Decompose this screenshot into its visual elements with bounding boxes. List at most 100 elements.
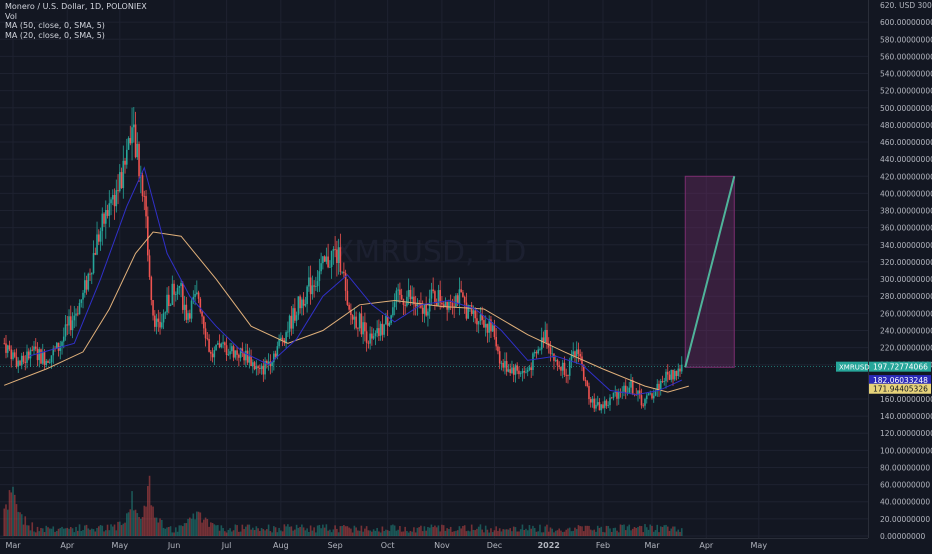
candle-body bbox=[276, 346, 279, 357]
candle-body bbox=[169, 304, 172, 306]
candle-body bbox=[323, 256, 326, 262]
candle-body bbox=[502, 362, 504, 368]
candle-body bbox=[134, 124, 137, 158]
volume-bar bbox=[610, 531, 613, 536]
candle-body bbox=[339, 247, 342, 272]
volume-bar bbox=[87, 528, 90, 536]
candle-body bbox=[306, 286, 308, 305]
volume-bar bbox=[474, 530, 476, 536]
candle-body bbox=[159, 321, 161, 328]
candle-body bbox=[196, 292, 198, 294]
volume-bar bbox=[435, 527, 438, 536]
volume-bar bbox=[668, 530, 671, 536]
candle-body bbox=[588, 386, 590, 400]
candle-body bbox=[273, 353, 275, 363]
volume-bar bbox=[308, 531, 310, 536]
candle-body bbox=[563, 362, 566, 375]
candle-body bbox=[103, 213, 105, 224]
candle-body bbox=[497, 346, 499, 352]
candle-body bbox=[488, 319, 490, 333]
volume-bar bbox=[323, 527, 326, 536]
volume-bar bbox=[388, 530, 391, 536]
candle-body bbox=[512, 367, 515, 375]
legend-ma50[interactable]: MA (50, close, 0, SMA, 5) bbox=[5, 21, 105, 30]
volume-bar bbox=[400, 531, 403, 536]
legend-title[interactable]: Monero / U.S. Dollar, 1D, POLONIEX bbox=[5, 2, 147, 11]
volume-bar bbox=[52, 526, 55, 536]
price-tick-label: 40.00000000 bbox=[880, 498, 930, 507]
candle-body bbox=[189, 313, 191, 319]
candle-body bbox=[10, 349, 13, 360]
volume-bar bbox=[148, 475, 151, 536]
volume-bar bbox=[392, 524, 394, 536]
candle-body bbox=[537, 349, 540, 354]
volume-bar bbox=[343, 525, 345, 536]
volume-bar bbox=[637, 526, 639, 536]
candle-body bbox=[474, 310, 476, 319]
volume-bar bbox=[276, 532, 279, 536]
volume-bar bbox=[129, 509, 132, 536]
candle-body bbox=[540, 337, 543, 350]
candle-body bbox=[227, 354, 230, 356]
volume-bar bbox=[497, 530, 499, 536]
candle-body bbox=[439, 290, 441, 303]
volume-bar bbox=[402, 531, 405, 536]
time-tick-label: Feb bbox=[596, 541, 610, 550]
candle-body bbox=[264, 360, 266, 375]
volume-bar bbox=[269, 531, 272, 536]
candle-body bbox=[204, 328, 207, 339]
volume-bar bbox=[416, 527, 419, 536]
price-tick-label: 440.00000000 bbox=[880, 155, 932, 164]
candle-body bbox=[120, 172, 123, 189]
candle-body bbox=[449, 302, 452, 303]
candle-body bbox=[178, 286, 181, 288]
candle-body bbox=[3, 343, 6, 345]
volume-bar bbox=[518, 531, 520, 536]
volume-bar bbox=[315, 532, 317, 536]
candle-body bbox=[525, 371, 527, 373]
candle-body bbox=[570, 354, 573, 361]
volume-bar bbox=[449, 526, 452, 536]
candle-body bbox=[551, 353, 554, 355]
legend-ma20[interactable]: MA (20, close, 0, SMA, 5) bbox=[5, 30, 105, 40]
volume-bar bbox=[511, 531, 513, 536]
volume-bar bbox=[455, 530, 457, 536]
volume-bar bbox=[645, 527, 648, 536]
projection-line bbox=[684, 176, 736, 368]
candle-body bbox=[603, 400, 606, 408]
projection[interactable] bbox=[684, 175, 736, 368]
price-tick-label: 520.00000000 bbox=[880, 87, 932, 96]
volume-bar bbox=[3, 508, 6, 536]
volume-bar bbox=[97, 526, 100, 536]
time-tick-label: Jul bbox=[221, 541, 232, 550]
legend-vol[interactable]: Vol bbox=[5, 11, 17, 21]
candle-body bbox=[325, 256, 328, 262]
candle-body bbox=[647, 393, 650, 396]
candle-body bbox=[155, 318, 158, 327]
volume-bar bbox=[649, 524, 652, 536]
volume-bar bbox=[241, 524, 244, 536]
candle-body bbox=[472, 310, 475, 315]
volume-bar bbox=[210, 522, 212, 536]
volume-bar bbox=[418, 527, 420, 536]
candle-body bbox=[17, 360, 20, 367]
candle-body bbox=[141, 175, 144, 197]
volume-bar bbox=[132, 510, 135, 536]
price-axis[interactable]: 600.00000000 580.00000000 560.00000000 540.… bbox=[836, 0, 932, 550]
volume-bar bbox=[493, 530, 496, 536]
candle-body bbox=[29, 349, 32, 359]
symbol-badge bbox=[836, 361, 868, 372]
candle-body bbox=[484, 323, 487, 328]
candle-body bbox=[414, 304, 417, 307]
volume-bar bbox=[29, 530, 32, 536]
candle-body bbox=[661, 381, 664, 382]
volume-bar bbox=[13, 494, 16, 536]
volume-bar bbox=[295, 524, 298, 536]
volume-bar bbox=[211, 523, 214, 536]
candle-body bbox=[577, 349, 580, 355]
candle-body bbox=[176, 287, 179, 295]
volume-bar bbox=[41, 528, 44, 536]
time-axis[interactable]: Mar Apr May Jun Jul Aug Sep Oct Nov Dec 2022 Feb Mar… bbox=[0, 538, 868, 551]
volume-bar bbox=[421, 531, 424, 536]
